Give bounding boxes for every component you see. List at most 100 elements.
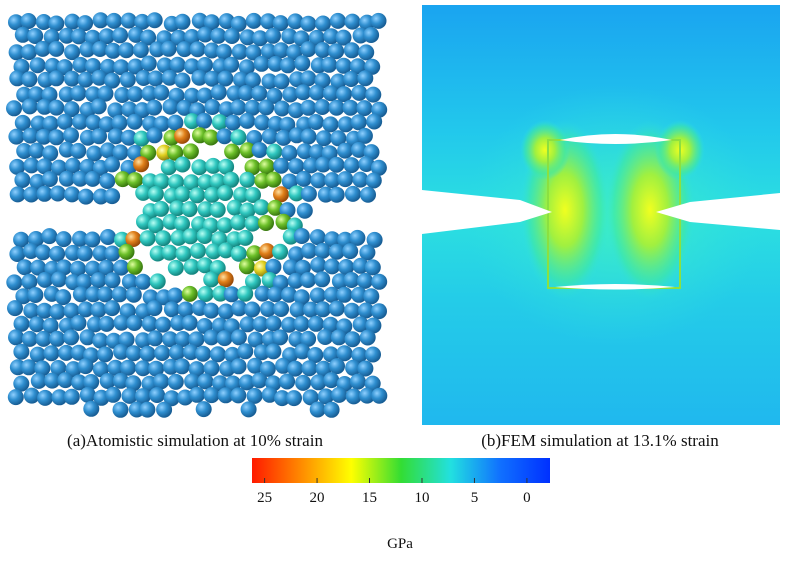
atom xyxy=(203,42,220,59)
atom xyxy=(245,12,262,29)
atom xyxy=(174,72,191,89)
atom xyxy=(160,159,177,176)
atom xyxy=(104,300,121,317)
atom xyxy=(196,228,213,244)
atom xyxy=(90,272,107,289)
atom xyxy=(23,186,40,203)
atom xyxy=(309,401,326,418)
atom xyxy=(330,329,347,346)
atom xyxy=(79,329,96,346)
atom xyxy=(181,201,198,218)
atom xyxy=(230,214,247,231)
atom xyxy=(314,72,331,89)
atom xyxy=(238,85,254,101)
atom xyxy=(322,85,339,102)
atom xyxy=(63,329,80,346)
atom xyxy=(83,374,100,390)
atom xyxy=(181,314,198,331)
atom xyxy=(217,185,234,201)
atom xyxy=(112,144,129,161)
atom xyxy=(63,101,80,118)
atom xyxy=(118,42,135,59)
atom xyxy=(149,273,166,290)
atom xyxy=(196,112,213,129)
atom xyxy=(28,231,44,247)
atom xyxy=(134,388,151,405)
atom xyxy=(36,302,53,319)
atom xyxy=(92,361,109,378)
atom xyxy=(99,373,116,389)
atom xyxy=(29,57,46,74)
atom xyxy=(209,173,226,190)
atom xyxy=(239,112,256,129)
atom xyxy=(310,172,327,189)
atom xyxy=(197,257,214,274)
atom xyxy=(238,258,255,275)
atom xyxy=(272,15,289,32)
atom xyxy=(197,174,214,191)
atom xyxy=(13,375,30,392)
atom xyxy=(9,246,26,262)
atom xyxy=(174,156,191,173)
atom xyxy=(48,40,65,57)
atom xyxy=(358,44,375,61)
atom xyxy=(149,387,166,403)
atom xyxy=(314,99,331,115)
atom xyxy=(352,257,369,274)
atom xyxy=(196,87,213,104)
atom xyxy=(230,15,247,32)
atom xyxy=(134,13,151,30)
atom xyxy=(86,145,103,162)
atom xyxy=(359,244,376,261)
atom xyxy=(85,286,102,303)
atom xyxy=(336,345,353,362)
atom xyxy=(218,303,234,320)
atom xyxy=(210,27,227,44)
atom xyxy=(223,171,240,188)
atom xyxy=(210,84,227,101)
atom xyxy=(21,330,38,347)
atom xyxy=(344,302,360,319)
atom xyxy=(14,26,31,43)
atom xyxy=(293,289,310,306)
atom xyxy=(104,245,121,262)
atom xyxy=(274,390,291,407)
atom xyxy=(27,287,44,303)
atom xyxy=(184,113,200,130)
atom xyxy=(295,170,312,187)
atom xyxy=(216,128,233,145)
atom xyxy=(238,374,255,391)
atom xyxy=(281,173,298,190)
atom xyxy=(146,300,163,317)
atom xyxy=(287,272,304,289)
atom xyxy=(16,259,33,276)
atom xyxy=(104,72,121,89)
atom xyxy=(83,400,100,417)
atom xyxy=(302,301,319,318)
atom xyxy=(244,72,261,89)
atom xyxy=(41,228,58,245)
atom xyxy=(111,286,128,303)
atom xyxy=(70,142,87,159)
atom xyxy=(254,285,271,302)
atom xyxy=(140,29,157,46)
atom xyxy=(120,129,137,146)
atom xyxy=(281,28,298,45)
atom xyxy=(176,41,193,58)
atom xyxy=(217,70,234,87)
atom xyxy=(48,70,65,87)
atom xyxy=(342,243,359,260)
atom xyxy=(58,86,75,103)
atom xyxy=(70,85,87,102)
atom xyxy=(113,259,130,276)
atom xyxy=(331,273,348,290)
atom xyxy=(344,185,361,202)
atom xyxy=(314,242,331,259)
atom xyxy=(309,144,325,161)
atom xyxy=(357,272,373,289)
atom xyxy=(357,70,374,87)
atom xyxy=(160,40,177,57)
atom xyxy=(314,301,331,318)
atom xyxy=(260,13,277,30)
